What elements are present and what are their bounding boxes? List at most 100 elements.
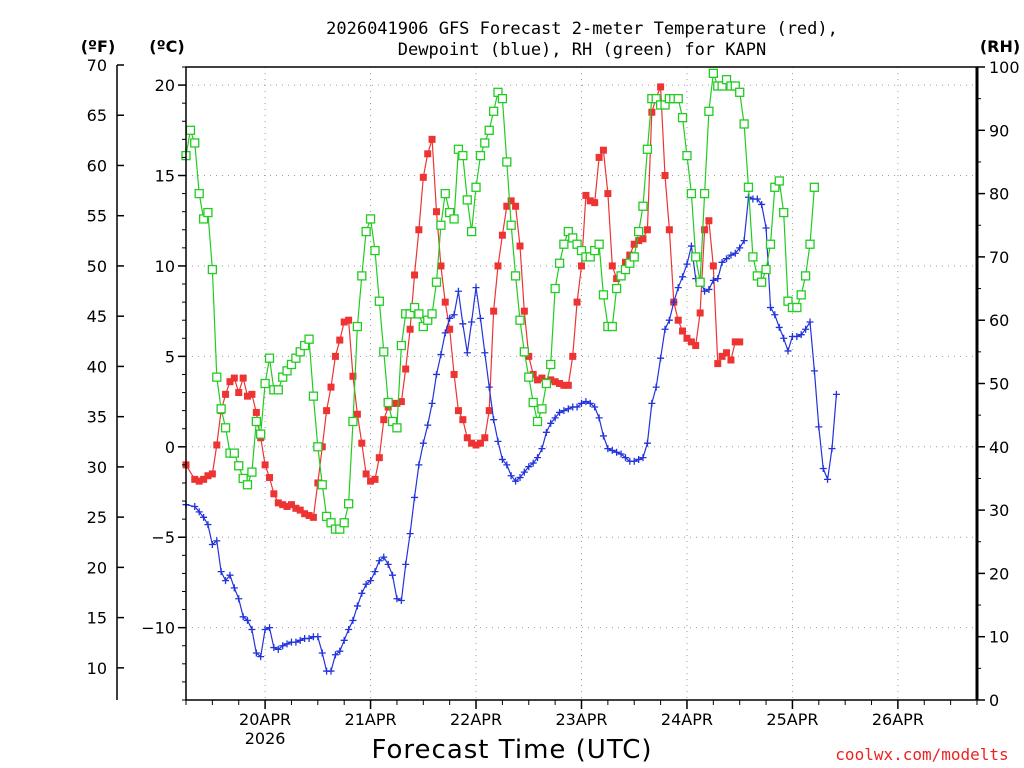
temperature-point [331,352,339,360]
temperature-point [411,271,419,279]
dewpoint-point [775,323,783,331]
temperature-point [432,208,440,216]
temperature-point [463,434,471,442]
x-axis-label: Forecast Time (UTC) [371,735,652,765]
temperature-point [437,262,445,270]
temperature-point [428,135,436,143]
relative-humidity-point [352,321,363,332]
temperature-point [380,416,388,424]
dewpoint-point [547,419,555,427]
rh-tick-label: 10 [989,628,1009,647]
relative-humidity-point [594,239,604,249]
dewpoint-point [454,287,462,295]
dewpoint-point [810,367,818,375]
dewpoint-point [793,332,801,340]
temperature-point [213,441,221,449]
temperature-point [252,408,260,416]
credit-link[interactable]: coolwx.com/modelts [835,745,1008,764]
dewpoint-point [266,624,274,632]
celsius-tick-label: 0 [165,438,175,457]
temperature-point [569,352,577,360]
celsius-tick-label: −5 [151,528,175,547]
temperature-point [604,190,612,198]
dewpoint-point [239,613,247,621]
temperature-point [239,374,247,382]
dewpoint-point [331,651,339,659]
relative-humidity-point [554,258,565,268]
dewpoint-point [305,635,313,643]
relative-humidity-point [242,480,253,490]
dewpoint-point [380,553,388,561]
dewpoint-point [591,403,599,411]
relative-humidity-point [361,226,371,237]
fahrenheit-tick-label: 50 [87,257,107,276]
dewpoint-point [723,255,731,263]
dewpoint-point [771,311,779,319]
relative-humidity-point [532,416,543,427]
temperature-point [591,199,599,207]
dewpoint-point [824,475,832,483]
chart-title-line-1: 2026041906 GFS Forecast 2-meter Temperat… [326,19,838,39]
dewpoint-point [806,318,814,326]
dewpoint-point [252,649,260,657]
relative-humidity-point [462,195,472,205]
relative-humidity-point [541,378,552,389]
temperature-point [512,202,520,210]
relative-humidity-point [607,321,617,332]
relative-humidity-point [313,442,323,452]
relative-humidity-point [524,372,534,382]
dewpoint-point [397,597,405,605]
relative-humidity-point [308,391,319,401]
dewpoint-point [248,625,256,633]
x-tick-label: 25APR [766,710,818,729]
relative-humidity-point [194,188,204,199]
rh-tick-label: 50 [989,375,1009,394]
relative-humidity-point [519,347,529,357]
relative-humidity-point [510,271,521,281]
dewpoint-point [200,513,208,521]
dewpoint-point [314,633,322,641]
dewpoint-point [582,398,590,406]
fahrenheit-tick-label: 70 [87,56,107,75]
temperature-point [520,307,528,315]
dewpoint-point [780,334,788,342]
relative-humidity-point [537,404,547,414]
fahrenheit-tick-label: 55 [87,207,107,226]
dewpoint-point [661,325,669,333]
dewpoint-point [485,383,493,391]
dewpoint-point [213,537,221,545]
dewpoint-point [494,437,502,445]
relative-humidity-point [497,94,508,104]
relative-humidity-point [436,220,446,230]
dewpoint-point [613,448,621,456]
relative-humidity-point [484,125,494,135]
temperature-point [222,390,230,398]
dewpoint-point [353,602,361,610]
dewpoint-point [578,399,585,407]
dewpoint-point [705,285,713,293]
relative-humidity-point [805,239,815,249]
relative-humidity-point [471,182,481,192]
temperature-point [718,352,726,360]
temperature-point [208,470,216,478]
relative-humidity-point [792,302,802,313]
dewpoint-point [832,390,840,398]
dewpoint-point [402,560,410,568]
temperature-point [692,342,700,350]
rh-tick-label: 60 [989,311,1009,330]
temperature-point [301,510,309,518]
dewpoint-point [819,465,827,473]
dewpoint-point [468,318,476,326]
temperature-point [200,475,208,483]
series-dewpoint [182,193,840,675]
dewpoint-point [345,625,353,633]
relative-humidity-point [686,188,697,199]
temperature-point [406,325,414,333]
dewpoint-point [516,474,524,482]
relative-humidity-point [765,239,776,249]
relative-humidity-point [598,290,609,300]
temperature-point [551,378,559,386]
relative-humidity-point [800,271,811,281]
dewpoint-point [450,311,458,319]
relative-humidity-point [256,429,266,439]
